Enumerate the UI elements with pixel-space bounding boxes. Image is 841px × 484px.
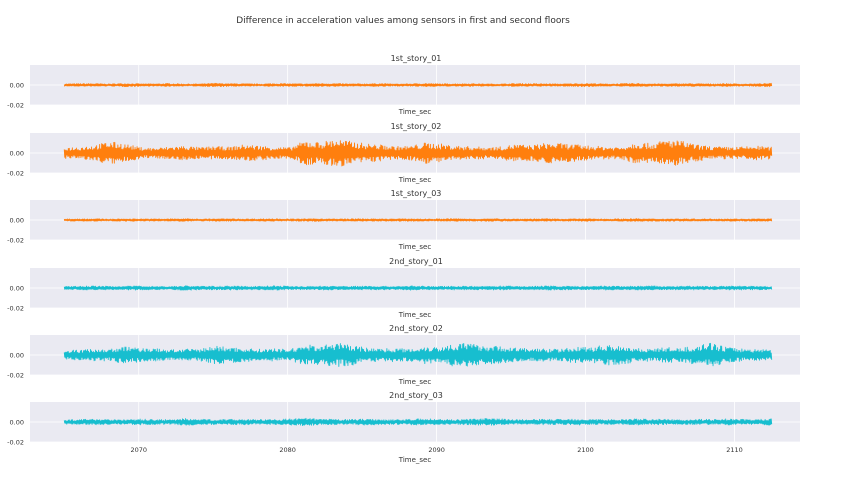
x-tick-label: 2080 [279, 446, 296, 454]
series-line [63, 342, 773, 367]
y-tick-label: 0.00 [10, 150, 24, 158]
subplot-title: 1st_story_03 [391, 189, 442, 198]
y-tick-label: 0.00 [10, 352, 24, 360]
subplot-2nd_story_02: 2nd_story_02 0.00 -0.02 Time_sec [7, 324, 800, 386]
series-line [63, 417, 773, 427]
subplot-1st_story_01: 1st_story_01 0.00 -0.02 Time_sec [7, 54, 800, 116]
x-axis-label: Time_sec [398, 311, 432, 319]
series-line [63, 140, 773, 167]
subplot-2nd_story_03: 2nd_story_03 0.00 -0.02 2070 2080 2090 2100 211… [7, 391, 800, 464]
subplot-title: 1st_story_01 [391, 54, 442, 63]
y-tick-label: -0.02 [7, 170, 24, 178]
x-tick-label: 2100 [577, 446, 594, 454]
y-tick-label: -0.02 [7, 237, 24, 245]
subplot-1st_story_03: 1st_story_03 0.00 -0.02 Time_sec [7, 189, 800, 251]
x-axis-label: Time_sec [398, 456, 432, 464]
y-tick-label: 0.00 [10, 419, 24, 427]
y-tick-label: 0.00 [10, 82, 24, 90]
y-tick-label: -0.02 [7, 305, 24, 313]
subplot-title: 2nd_story_01 [389, 257, 443, 266]
x-tick-label: 2110 [726, 446, 743, 454]
y-tick-label: 0.00 [10, 285, 24, 293]
x-tick-label: 2090 [428, 446, 445, 454]
x-axis-label: Time_sec [398, 243, 432, 251]
series-line [63, 218, 773, 222]
y-tick-label: 0.00 [10, 217, 24, 225]
y-tick-label: -0.02 [7, 102, 24, 110]
x-axis-label: Time_sec [398, 108, 432, 116]
x-axis-label: Time_sec [398, 378, 432, 386]
series-line [63, 285, 773, 291]
series-line [63, 82, 773, 88]
subplot-title: 1st_story_02 [391, 122, 442, 131]
subplot-title: 2nd_story_02 [389, 324, 443, 333]
y-tick-label: -0.02 [7, 372, 24, 380]
figure-title: Difference in acceleration values among … [236, 16, 570, 26]
subplot-title: 2nd_story_03 [389, 391, 443, 400]
subplot-panels: 1st_story_010.00-0.02Time_sec1st_story_0… [7, 54, 800, 464]
subplot-1st_story_02: 1st_story_02 0.00 -0.02 Time_sec [7, 122, 800, 184]
x-tick-label: 2070 [130, 446, 147, 454]
y-tick-label: -0.02 [7, 439, 24, 447]
subplot-2nd_story_01: 2nd_story_01 0.00 -0.02 Time_sec [7, 257, 800, 319]
x-axis-label: Time_sec [398, 176, 432, 184]
